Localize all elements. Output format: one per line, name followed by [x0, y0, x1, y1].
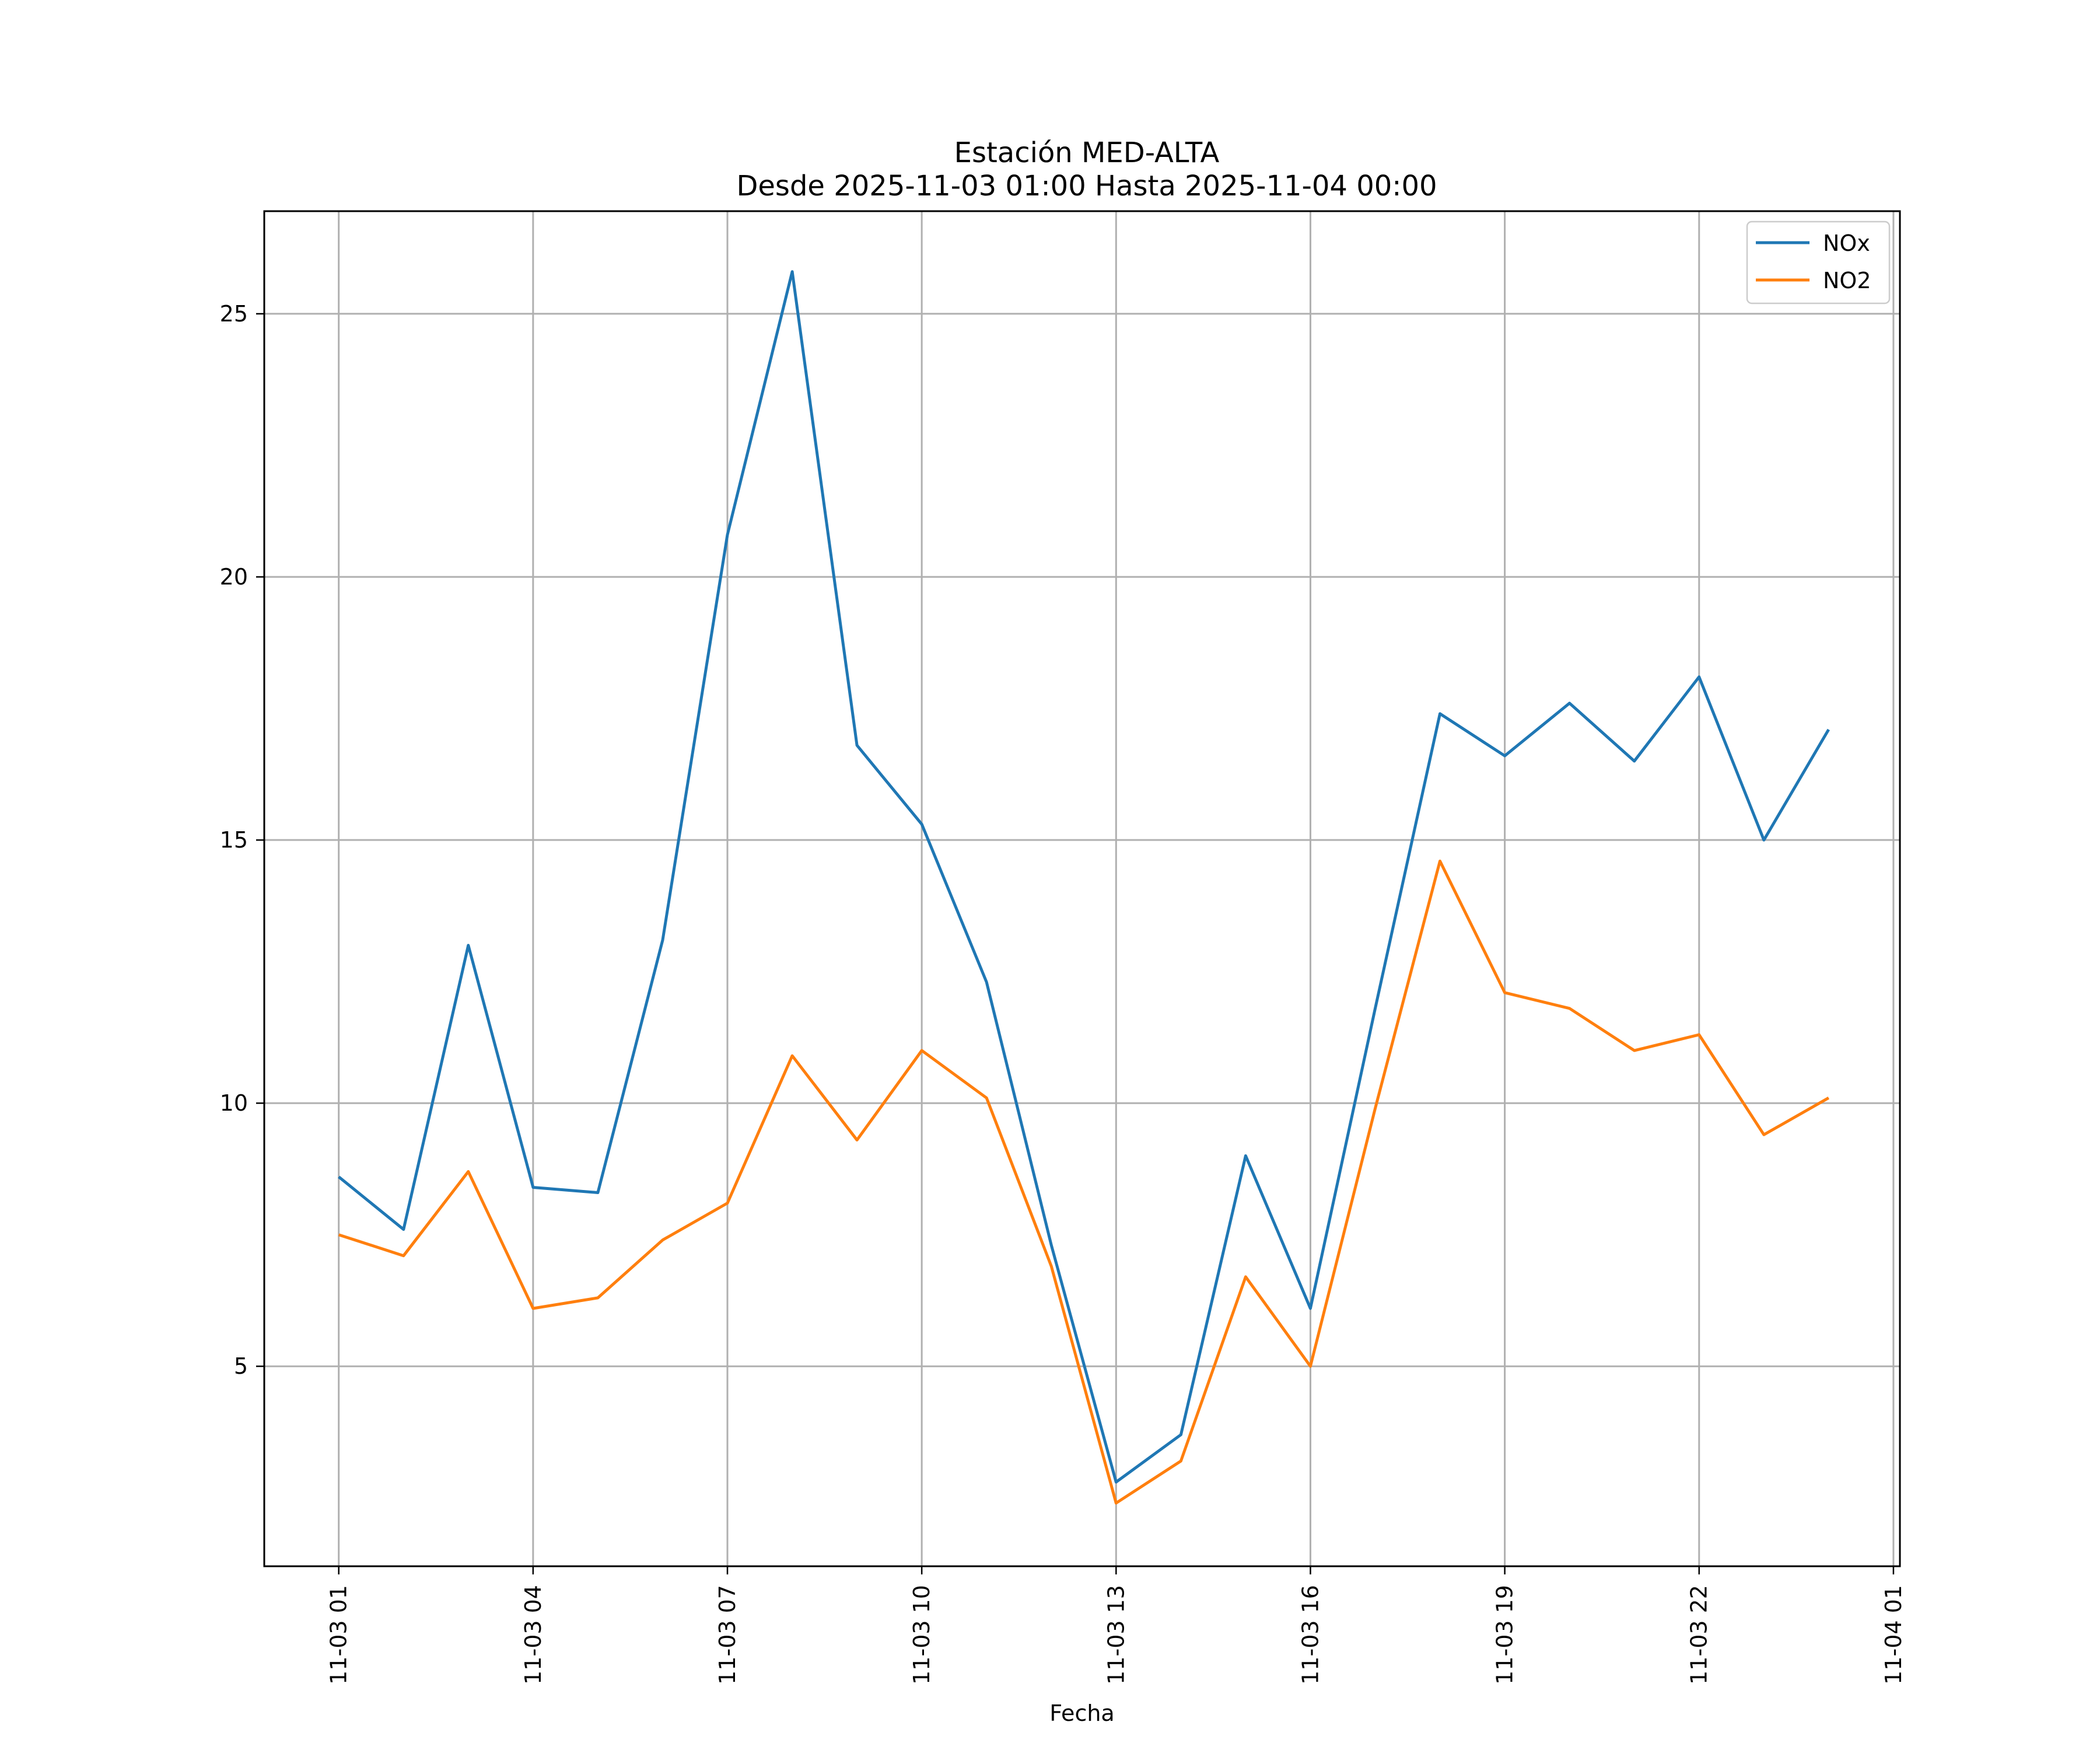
series-line-nox [338, 270, 1830, 1484]
x-tick-label: 11-03 16 [1297, 1585, 1323, 1685]
x-tick-label: 11-03 07 [715, 1585, 740, 1685]
data-point-no2 [531, 1307, 535, 1310]
x-tick-label: 11-03 19 [1492, 1585, 1518, 1685]
grid [264, 211, 1900, 1566]
data-point-no2 [596, 1296, 600, 1300]
data-point-nox [531, 1185, 535, 1189]
x-tick-label: 11-03 13 [1103, 1585, 1129, 1685]
data-point-nox [726, 533, 729, 537]
x-tick-label: 11-03 10 [909, 1585, 935, 1685]
x-tick-label: 11-03 04 [520, 1585, 546, 1685]
data-point-no2 [1308, 1364, 1312, 1368]
x-tick-label: 11-04 01 [1881, 1585, 1906, 1685]
chart-title: Estación MED-ALTA [954, 136, 1220, 169]
data-point-nox [1568, 701, 1572, 705]
series-line-no2 [338, 859, 1830, 1505]
axis-ticks: 11-03 01 11-03 04 11-03 07 11-03 10 11-03 13… [220, 301, 1906, 1685]
data-point-no2 [1244, 1275, 1247, 1279]
data-point-nox [1049, 1244, 1053, 1247]
data-point-nox [1373, 1007, 1377, 1010]
legend-label-no2: NO2 [1823, 268, 1871, 293]
y-tick-label: 10 [220, 1090, 248, 1116]
data-point-nox [790, 270, 794, 274]
data-point-no2 [1373, 1107, 1377, 1110]
data-point-no2 [1568, 1007, 1572, 1010]
data-point-no2 [661, 1238, 664, 1242]
data-point-no2 [1179, 1460, 1182, 1463]
data-point-no2 [1827, 1096, 1831, 1100]
data-point-nox [855, 744, 859, 747]
data-point-no2 [402, 1254, 405, 1258]
data-point-no2 [855, 1138, 859, 1142]
data-point-nox [1114, 1480, 1118, 1484]
data-point-no2 [1049, 1265, 1053, 1268]
data-point-nox [1762, 838, 1766, 842]
x-tick-label: 11-03 01 [326, 1585, 352, 1685]
data-point-nox [920, 822, 923, 826]
legend-label-nox: NOx [1823, 230, 1870, 256]
data-point-nox [1633, 760, 1636, 763]
data-point-nox [1827, 728, 1831, 732]
data-point-no2 [1503, 991, 1507, 995]
data-point-nox [467, 943, 470, 947]
data-point-no2 [790, 1054, 794, 1058]
plot-frame [263, 210, 1901, 1567]
data-point-nox [596, 1191, 600, 1194]
data-point-no2 [337, 1233, 341, 1237]
data-point-nox [1244, 1154, 1247, 1157]
data-point-nox [661, 938, 664, 942]
legend: NOx NO2 [1746, 220, 1891, 304]
data-point-no2 [1698, 1033, 1701, 1037]
data-point-no2 [467, 1170, 470, 1173]
series-layer [337, 270, 1831, 1505]
data-point-no2 [985, 1096, 988, 1100]
chart-subtitle: Desde 2025-11-03 01:00 Hasta 2025-11-04 … [736, 170, 1437, 202]
y-tick-label: 20 [220, 564, 248, 590]
x-axis-label: Fecha [1049, 1700, 1114, 1726]
y-tick-label: 15 [220, 827, 248, 853]
data-point-no2 [1633, 1049, 1636, 1052]
data-point-nox [985, 981, 988, 984]
y-tick-label: 5 [234, 1353, 248, 1379]
data-point-nox [1698, 675, 1701, 678]
data-point-no2 [726, 1202, 729, 1205]
y-tick-label: 25 [220, 301, 248, 327]
data-point-nox [337, 1175, 341, 1178]
data-point-no2 [1114, 1502, 1118, 1505]
data-point-nox [1438, 712, 1442, 716]
data-point-nox [1308, 1307, 1312, 1310]
data-point-nox [1503, 754, 1507, 758]
x-tick-label: 11-03 22 [1686, 1585, 1712, 1685]
data-point-no2 [920, 1049, 923, 1052]
data-point-nox [402, 1228, 405, 1231]
data-point-nox [1179, 1433, 1182, 1436]
data-point-no2 [1438, 859, 1442, 863]
data-point-no2 [1762, 1133, 1766, 1136]
